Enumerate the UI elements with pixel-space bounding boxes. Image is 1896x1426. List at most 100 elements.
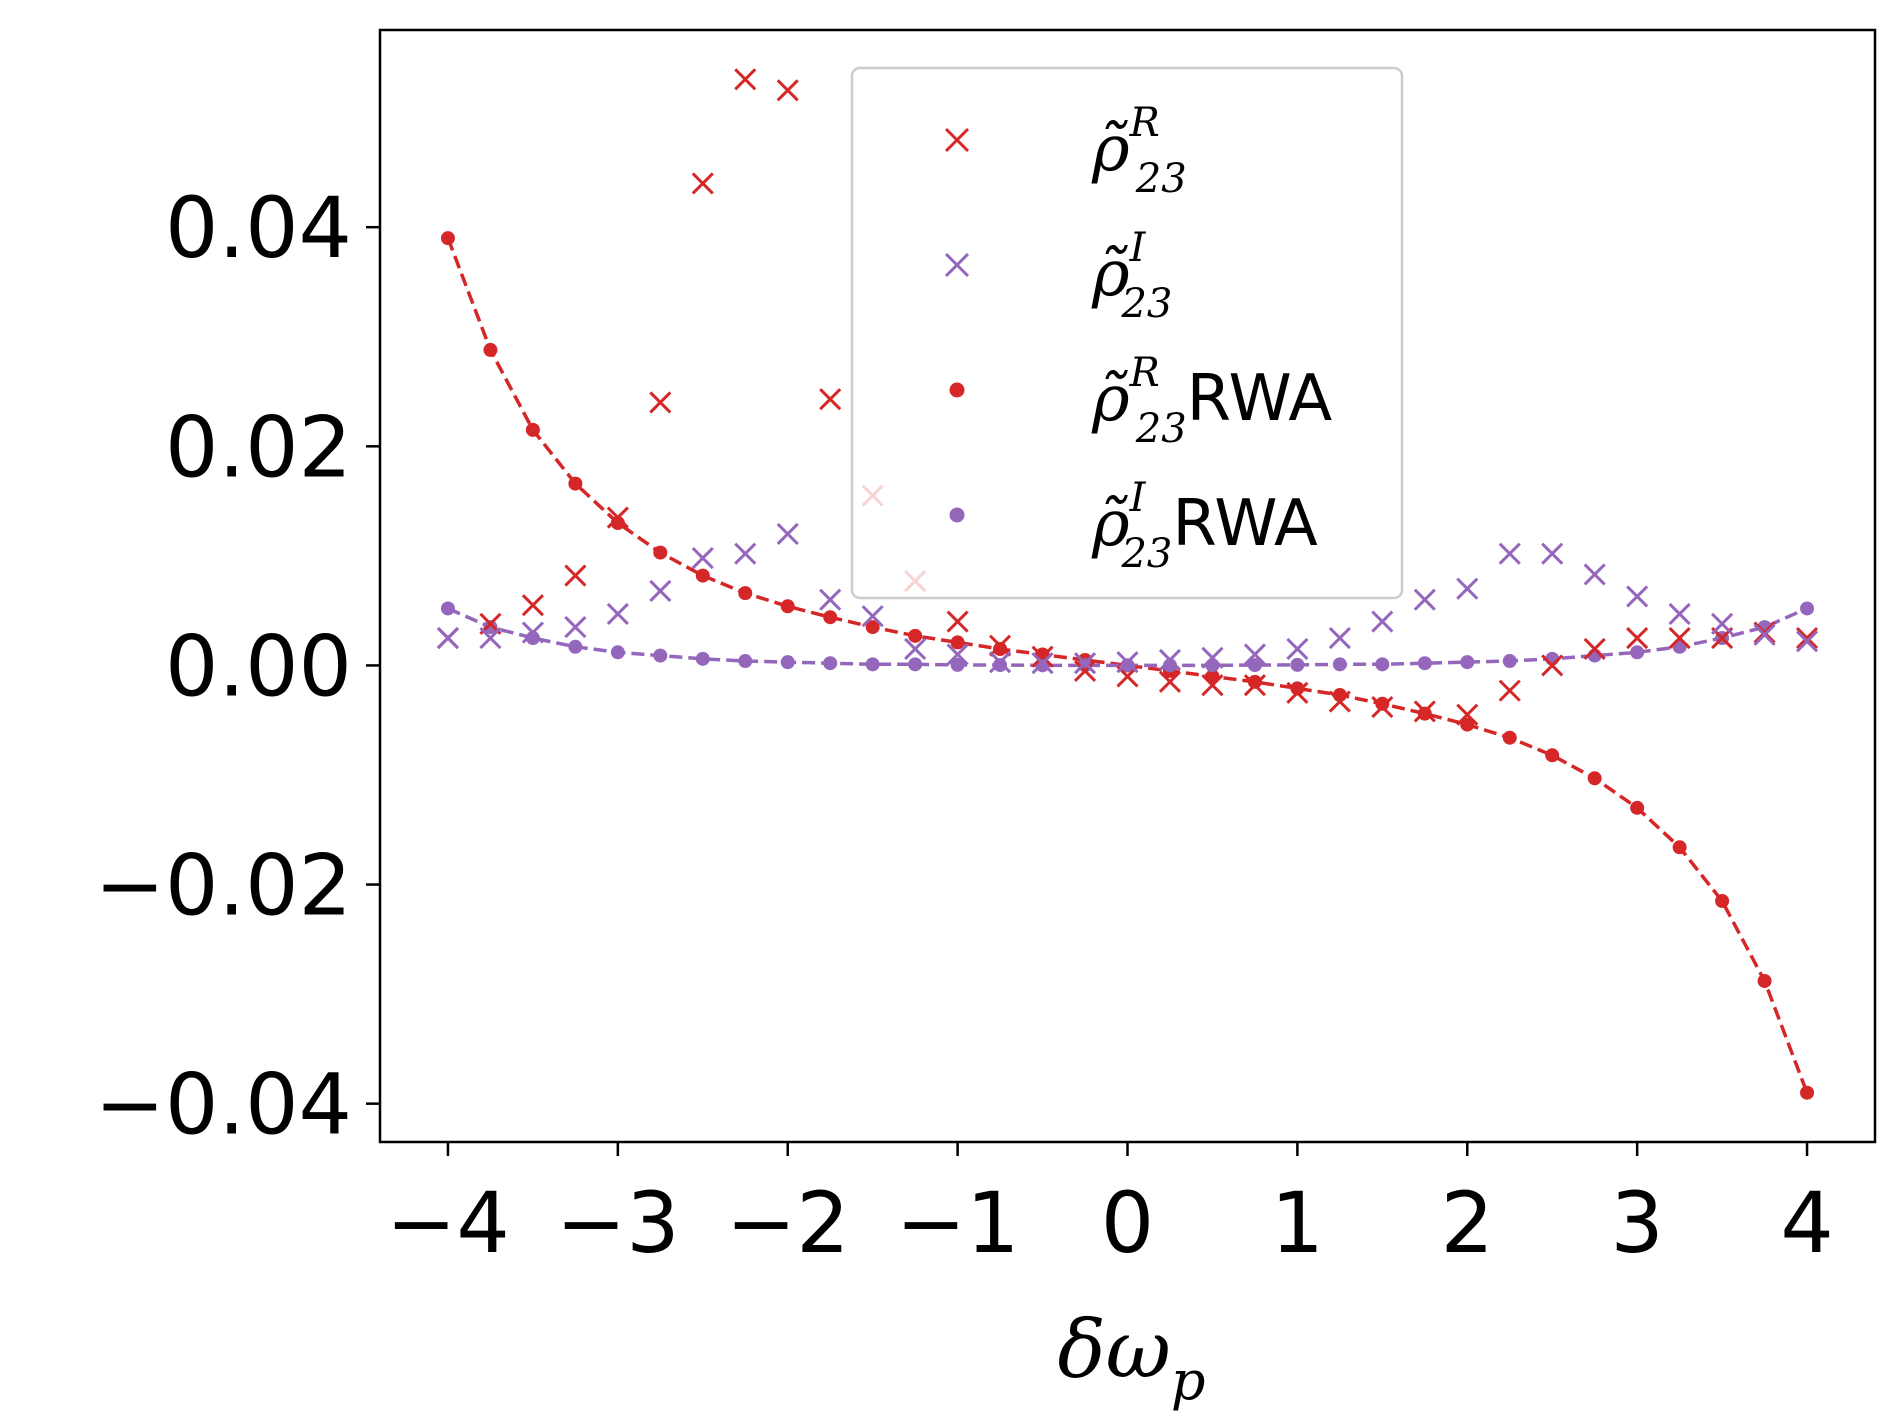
legend-entry: ρ̃I 23RWA <box>949 475 1318 577</box>
data-point <box>1375 696 1390 711</box>
legend-symbol: ρ̃ <box>1091 237 1130 311</box>
x-marker-stroke <box>1286 681 1309 704</box>
data-point <box>1116 651 1139 674</box>
x-tick-label: −2 <box>726 1174 850 1272</box>
data-point <box>989 634 1012 657</box>
x-marker-stroke <box>1753 623 1776 646</box>
data-point <box>1031 652 1054 675</box>
x-marker-stroke <box>1541 542 1564 565</box>
x-marker-stroke <box>649 391 672 414</box>
x-marker-stroke <box>606 602 629 625</box>
data-point <box>865 620 880 635</box>
x-axis-label: δωp <box>1058 1303 1206 1412</box>
legend-marker <box>944 127 970 153</box>
data-point <box>1545 748 1560 763</box>
x-marker-stroke <box>1158 648 1182 672</box>
data-point <box>823 656 838 671</box>
data-point <box>1626 585 1649 608</box>
data-point <box>738 654 753 669</box>
y-tick-label: −0.04 <box>95 1056 352 1154</box>
data-point <box>989 651 1012 674</box>
data-point <box>1715 893 1730 908</box>
data-point <box>819 588 842 611</box>
data-point <box>819 388 842 411</box>
data-point <box>950 635 965 650</box>
x-marker-stroke <box>776 79 799 102</box>
data-point <box>479 626 502 650</box>
x-tick-label: −4 <box>386 1174 510 1272</box>
data-point <box>1757 973 1772 988</box>
x-marker-stroke <box>649 579 672 602</box>
data-point <box>865 657 880 672</box>
x-marker-stroke <box>1413 588 1436 611</box>
legend-suffix: RWA <box>1187 362 1333 436</box>
data-point <box>1247 674 1262 689</box>
data-point <box>1371 610 1394 633</box>
legend-sup: I <box>1129 225 1147 271</box>
legend-label: ρ̃I 23RWA <box>1091 475 1318 577</box>
x-marker-stroke <box>1795 630 1819 653</box>
data-point <box>483 342 498 357</box>
x-marker-stroke <box>776 522 799 546</box>
x-marker-stroke <box>946 610 969 633</box>
x-marker-stroke <box>1413 700 1436 723</box>
data-point <box>1328 626 1351 650</box>
data-point <box>734 68 757 91</box>
data-point <box>1795 630 1819 653</box>
legend-marker <box>944 252 970 278</box>
legend-symbol: ρ̃ <box>1091 487 1130 561</box>
x-marker-stroke <box>1328 690 1351 713</box>
data-point <box>1073 659 1097 682</box>
data-point <box>1460 655 1475 670</box>
data-point <box>1158 648 1182 672</box>
data-point <box>606 506 629 529</box>
data-point <box>1668 602 1691 625</box>
legend-sub: 23 <box>1135 406 1187 452</box>
data-point <box>653 648 668 663</box>
data-point <box>1498 679 1521 702</box>
x-marker-stroke <box>564 616 587 639</box>
x-marker-stroke <box>606 506 629 529</box>
legend-entry: ρ̃R 23RWA <box>949 350 1333 452</box>
x-marker-stroke <box>1371 695 1394 719</box>
x-marker-stroke <box>1711 612 1734 635</box>
x-marker-stroke <box>1243 643 1266 666</box>
data-point <box>1795 626 1819 650</box>
data-point <box>738 586 753 601</box>
x-marker-stroke <box>1031 645 1054 668</box>
y-tick-label: 0.04 <box>165 179 352 277</box>
data-point <box>993 641 1008 656</box>
x-tick-label: 3 <box>1610 1174 1663 1272</box>
legend-label: ρ̃R 23 <box>1091 100 1187 202</box>
x-marker-stroke <box>1498 542 1521 565</box>
data-point <box>1031 645 1054 668</box>
data-point <box>1247 658 1262 673</box>
x-marker-stroke <box>521 594 544 617</box>
data-point <box>691 172 714 195</box>
data-point <box>1800 601 1815 616</box>
data-point <box>649 391 672 414</box>
data-point <box>1073 652 1097 675</box>
x-marker-stroke <box>691 547 714 570</box>
x-marker-stroke <box>1073 659 1097 682</box>
data-point <box>1630 645 1645 660</box>
x-marker-stroke <box>1456 703 1479 726</box>
data-point <box>1417 706 1432 721</box>
x-marker-stroke <box>1031 652 1054 675</box>
data-point <box>1587 771 1602 786</box>
data-point <box>1753 621 1776 644</box>
x-marker-stroke <box>1201 674 1224 697</box>
data-point <box>1201 646 1224 669</box>
legend-sub: 23 <box>1120 531 1172 577</box>
data-point <box>1332 657 1347 672</box>
x-marker-stroke <box>1753 621 1776 644</box>
data-point <box>436 626 460 650</box>
data-point <box>1502 654 1517 669</box>
data-point <box>568 639 583 654</box>
x-marker-stroke <box>946 643 969 666</box>
x-marker-stroke <box>819 588 842 611</box>
legend-marker <box>949 507 965 523</box>
x-marker-stroke <box>1286 637 1309 661</box>
data-point <box>1286 637 1309 661</box>
